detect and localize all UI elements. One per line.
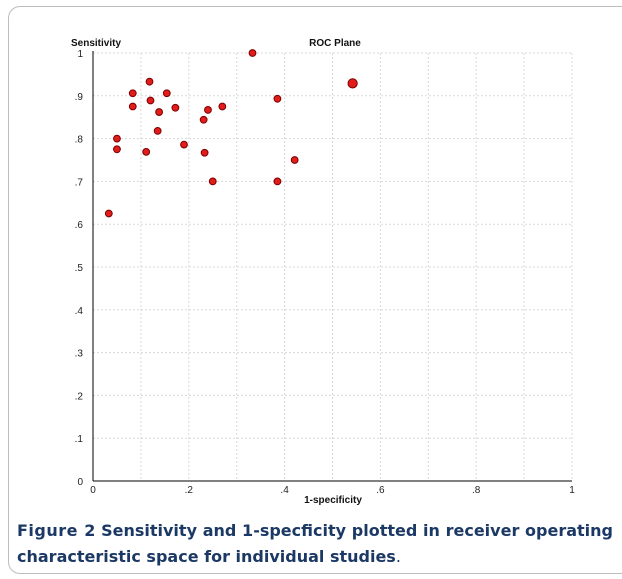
x-tick-label: .8 xyxy=(472,485,481,496)
grid-layer xyxy=(93,52,573,481)
chart-title: ROC Plane xyxy=(309,38,361,49)
y-tick-label: .8 xyxy=(75,135,84,146)
data-point xyxy=(248,49,257,57)
x-tick-label: 0 xyxy=(90,485,96,496)
roc-scatter-chart: 0 .1 .2 .3 .4 .5 .6 .7 .8 .9 1 0 .2 .4 .6 .8 1 Sensitivi… xyxy=(71,38,576,506)
data-point xyxy=(273,177,282,186)
caption-end: . xyxy=(395,547,401,566)
y-tick-label: .6 xyxy=(75,220,84,231)
data-point xyxy=(128,102,137,111)
data-point xyxy=(208,177,217,186)
data-point xyxy=(113,134,121,143)
y-tick-label: .1 xyxy=(75,434,84,445)
data-point xyxy=(155,108,164,116)
point-layer xyxy=(104,49,358,218)
y-tick-label: .4 xyxy=(75,306,84,317)
data-point xyxy=(104,209,113,218)
data-point xyxy=(162,89,171,98)
figure-caption: Figure 2 Sensitivity and 1-specficity pl… xyxy=(17,518,613,570)
y-tick-label: 0 xyxy=(77,477,83,488)
x-tick-label: 1 xyxy=(569,485,575,496)
y-tick-label: 1 xyxy=(77,49,83,60)
x-tick-label: .4 xyxy=(280,485,289,496)
y-tick-label: .7 xyxy=(75,177,84,188)
x-axis-title: 1-specificity xyxy=(304,495,362,506)
data-point xyxy=(128,89,137,98)
data-point xyxy=(153,126,162,135)
x-tick-label: .6 xyxy=(376,485,385,496)
caption-text: Sensitivity and 1-specficity plotted in … xyxy=(17,521,614,566)
caption-label: Figure 2 xyxy=(17,521,96,540)
figure-frame xyxy=(8,6,622,574)
data-point xyxy=(199,115,208,124)
data-point xyxy=(113,145,121,154)
y-tick-label: .3 xyxy=(75,349,84,360)
data-point xyxy=(142,147,151,156)
axis-layer: 0 .1 .2 .3 .4 .5 .6 .7 .8 .9 1 0 .2 .4 .6 .8 1 xyxy=(75,49,576,496)
data-point xyxy=(200,148,209,157)
x-tick-label: .2 xyxy=(185,485,194,496)
y-tick-label: .9 xyxy=(75,92,84,103)
data-point xyxy=(180,140,188,149)
y-tick-label: .5 xyxy=(75,263,84,274)
y-axis-title: Sensitivity xyxy=(71,38,121,49)
data-point xyxy=(218,102,227,111)
data-point xyxy=(146,96,155,105)
data-point xyxy=(145,77,154,86)
data-point xyxy=(347,78,358,89)
data-point xyxy=(204,106,212,114)
data-point xyxy=(290,156,299,164)
y-tick-label: .2 xyxy=(75,391,84,402)
data-point xyxy=(171,103,180,112)
data-point xyxy=(273,94,282,103)
